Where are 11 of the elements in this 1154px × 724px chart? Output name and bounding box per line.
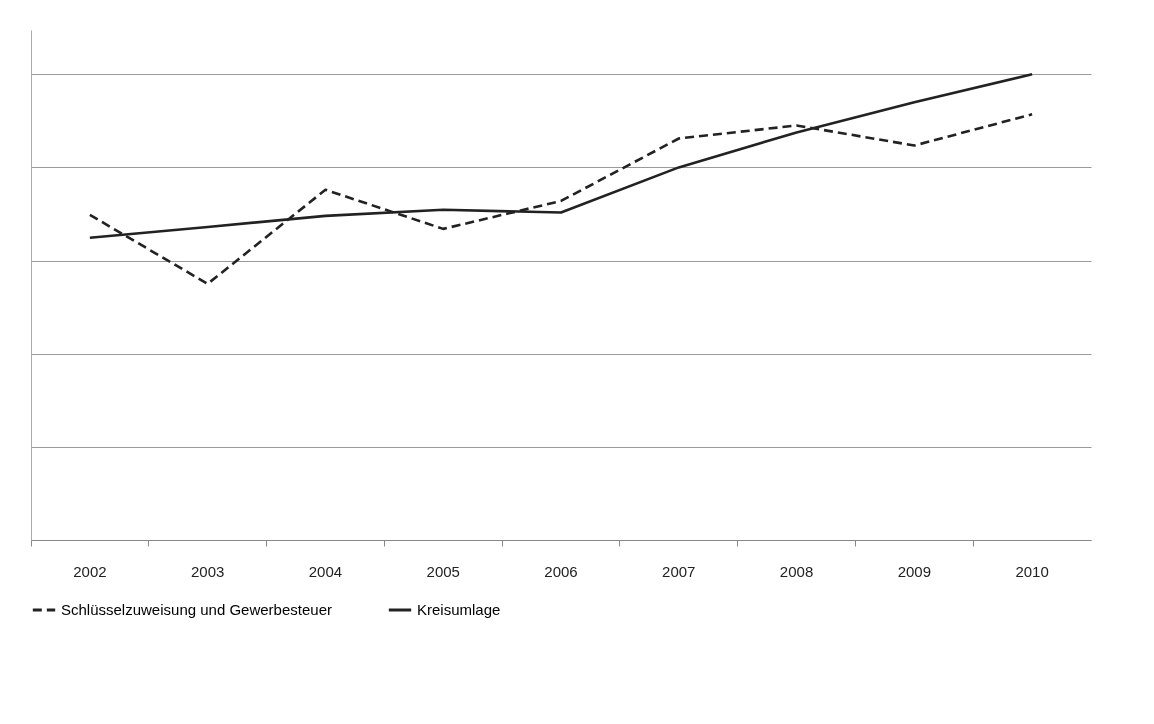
x-tick-label: 2003 [190, 562, 225, 580]
x-tick-label: 2002 [73, 562, 107, 580]
x-tick-label: 2005 [426, 562, 460, 580]
x-tick-label: 2006 [544, 562, 578, 580]
x-tick-label: 2009 [897, 562, 932, 580]
x-tick-label: 2008 [779, 562, 814, 580]
x-tick-label: 2004 [308, 562, 343, 580]
x-tick-label: 2007 [662, 562, 696, 580]
legend-label: Schlüsselzuweisung und Gewerbesteuer [61, 601, 332, 618]
x-tick-label: 2010 [1015, 562, 1049, 580]
legend-label: Kreisumlage [417, 601, 501, 618]
